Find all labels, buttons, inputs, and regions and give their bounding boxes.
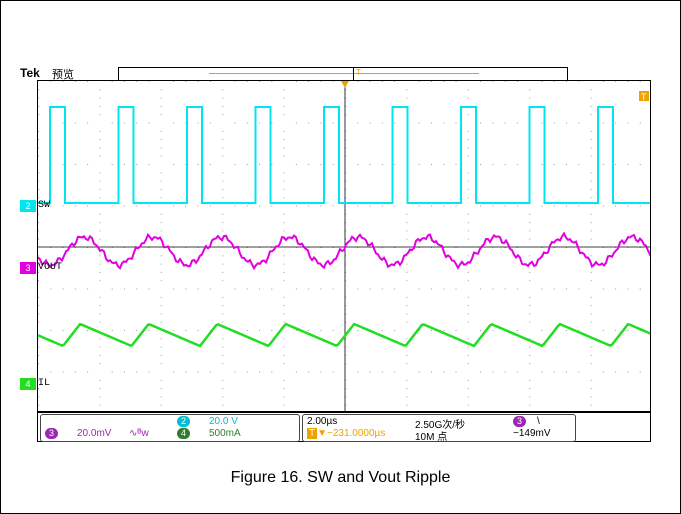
trigger-slope-icon: \ (537, 416, 540, 427)
sample-rate: 2.50G次/秒 (415, 420, 466, 431)
trigger-marker: T (356, 68, 361, 77)
il-label: IL (38, 378, 51, 389)
oscilloscope-display: Tek 预览 T T 2 SW 3 VOUT 4 IL (18, 64, 651, 444)
trigger-source-badge: 3 (513, 416, 527, 427)
il-waveform (38, 322, 650, 348)
ch3-bandwidth: ∿ᴮw (129, 428, 149, 439)
record-length: 10M 点 (415, 432, 448, 443)
ch3-marker: 3 (20, 262, 36, 274)
trigger-position: ▼−231.0000µs (317, 428, 386, 439)
ch4-badge: 4 (177, 428, 191, 439)
grid (38, 81, 641, 406)
timebase: 2.00µs (307, 416, 338, 427)
vout-label: VOUT (38, 262, 63, 273)
ch3-scale: 20.0mV (77, 428, 112, 439)
ch2-marker: 2 (20, 200, 36, 212)
scope-top-bar: Tek 预览 T (18, 64, 651, 81)
record-waveform-preview (209, 73, 479, 74)
vout-waveform (38, 231, 650, 271)
channel-settings-box: 2 20.0 V 3 20.0mV ∿ᴮw 4 500mA (40, 414, 300, 442)
timebase-box: 2.00µs T ▼−231.0000µs 2.50G次/秒 10M 点 3 \ … (302, 414, 576, 443)
svg-text:T: T (641, 92, 647, 102)
scope-status-bar: 2 20.0 V 3 20.0mV ∿ᴮw 4 500mA 2.00µs T ▼−… (37, 412, 651, 443)
brand-label: Tek (20, 66, 40, 80)
mode-label: 预览 (52, 68, 74, 81)
trigger-level: −149mV (513, 428, 551, 439)
sw-waveform (38, 106, 650, 204)
record-position (353, 68, 354, 80)
ch4-scale: 500mA (209, 428, 241, 439)
sw-label: SW (38, 200, 51, 211)
record-overview: T (118, 67, 568, 81)
waveform-area: T (37, 80, 651, 412)
figure-caption: Figure 16. SW and Vout Ripple (230, 469, 451, 486)
ch4-marker: 4 (20, 378, 36, 390)
ch3-badge: 3 (45, 428, 59, 439)
ch2-scale: 20.0 V (209, 416, 238, 427)
waveform-canvas: T (38, 81, 650, 411)
ch2-badge: 2 (177, 416, 191, 427)
